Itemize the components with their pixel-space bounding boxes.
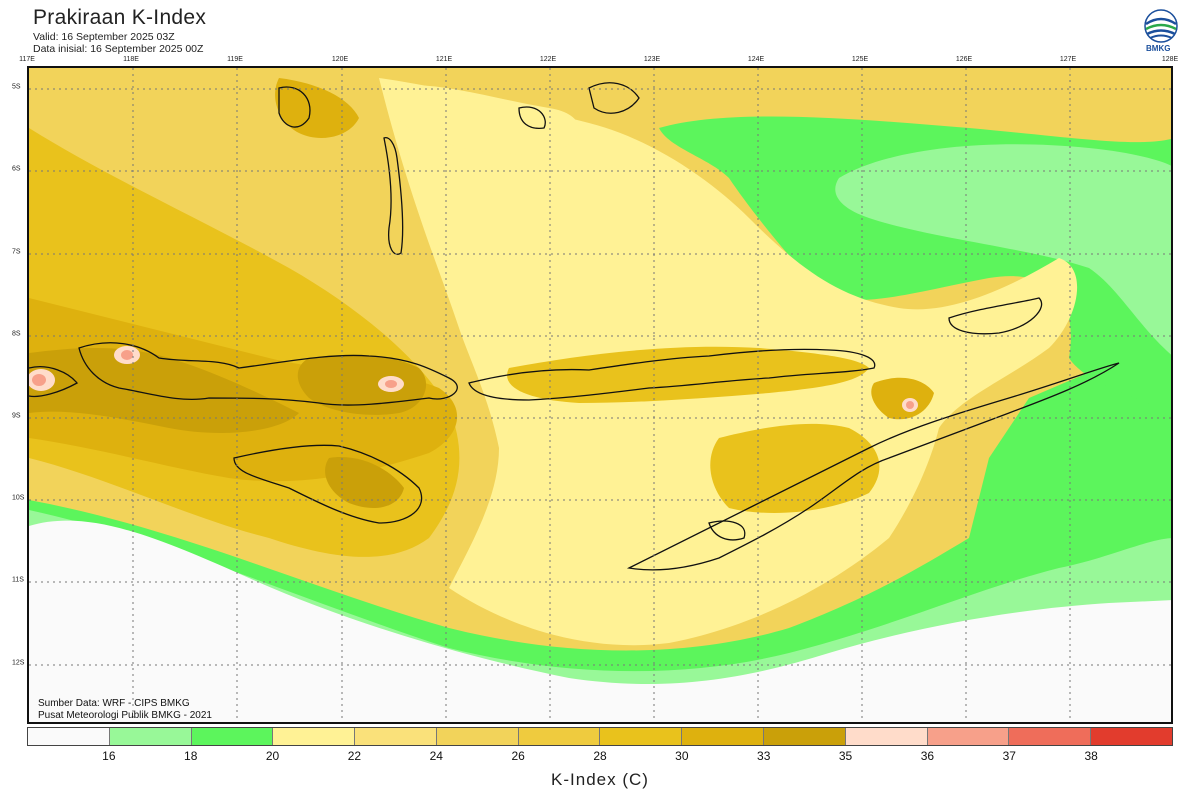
lon-tick: 128E [1161,56,1179,63]
colorbar-swatch [927,728,1010,745]
bmkg-logo-icon [1144,9,1178,43]
init-time: Data inisial: 16 September 2025 00Z [33,43,204,55]
colorbar-swatch [191,728,274,745]
coast-flores [468,348,876,401]
coast-buton [278,86,311,128]
lat-tick: 6S [12,165,21,173]
coast-rote [708,520,746,541]
lon-tick: 123E [643,56,661,63]
colorbar-swatch [600,728,683,745]
coast-north-isles [588,82,640,114]
coast-bali-west [29,366,78,398]
lon-tick: 117E [19,56,35,63]
colorbar-swatch [109,728,192,745]
logo-label: BMKG [1146,44,1171,53]
colorbar-label: 28 [593,749,607,763]
field-dark-timor-east [871,377,934,420]
credit-line: Pusat Meteorologi Publik BMKG - 2021 [38,710,212,721]
lat-tick: 9S [12,412,21,420]
lon-tick: 124E [747,56,765,63]
coast-alor-wetar [948,297,1043,335]
hotspot-core [32,374,46,386]
coast-timor [626,362,1120,571]
coast-sumbawa-lombok [78,342,458,406]
k-index-map[interactable] [27,66,1173,724]
lon-tick: 121E [435,56,453,63]
field-dark-sumbawa [297,355,427,415]
colorbar-swatch [845,728,928,745]
colorbar-swatch [1091,728,1172,745]
lon-tick: 119E [227,56,243,63]
lat-tick: 12S [12,659,25,667]
coastlines [29,82,1120,571]
field-dark-timor [710,423,880,513]
colorbar-label: 18 [184,749,198,763]
coast-selayar [518,106,546,129]
graticule [29,68,1171,722]
colorbar-label: 37 [1002,749,1016,763]
colorbar-label: 33 [757,749,771,763]
colorbar-swatch [682,728,765,745]
coast-sumba [233,444,423,524]
colorbar-swatch [28,728,110,745]
lat-tick: 5S [12,83,21,91]
lon-tick: 126E [955,56,973,63]
lon-tick: 125E [851,56,869,63]
colorbar-swatch [273,728,356,745]
lat-tick: 7S [12,248,21,256]
colorbar-label: 24 [429,749,443,763]
colorbar-label: 35 [838,749,853,763]
lon-tick: 118E [123,56,139,63]
colorbar-swatch [518,728,601,745]
lon-tick: 122E [539,56,557,63]
lon-tick: 127E [1059,56,1077,63]
colorbar-swatch [355,728,437,745]
coast-sulawesi [383,137,404,255]
field-dark-flores [507,346,869,403]
colorbar-unit: K-Index (C) [551,770,649,789]
field-darkest-west [29,348,299,433]
colorbar-label: 22 [347,749,362,763]
hotspot-core [385,380,397,388]
data-source: Sumber Data: WRF - CIPS BMKG [38,698,190,709]
colorbar-label: 30 [675,749,689,763]
lat-tick: 10S [12,494,25,502]
hotspot-core [906,401,914,409]
map-canvas [29,68,1171,722]
colorbar-swatch [436,728,519,745]
field-lightyellow-top [387,85,579,155]
field-lightgreen-east [835,144,1171,355]
colorbar [27,727,1173,746]
colorbar-swatch [1009,728,1092,745]
lat-tick: 8S [12,330,21,338]
field-white-south [29,520,1171,722]
map-title: Prakiraan K-Index [33,6,207,29]
colorbar-label: 36 [920,749,935,763]
hotspot-core [121,350,133,360]
colorbar-label: 38 [1084,749,1098,763]
lat-tick: 11S [12,576,24,584]
colorbar-swatch [764,728,846,745]
field-dark-sumba [325,457,404,508]
colorbar-label: 16 [102,749,116,763]
valid-time: Valid: 16 September 2025 03Z [33,31,175,43]
colorbar-label: 26 [511,749,525,763]
lon-tick: 120E [331,56,349,63]
field-dark-northwest [275,78,359,138]
colorbar-label: 20 [265,749,280,763]
